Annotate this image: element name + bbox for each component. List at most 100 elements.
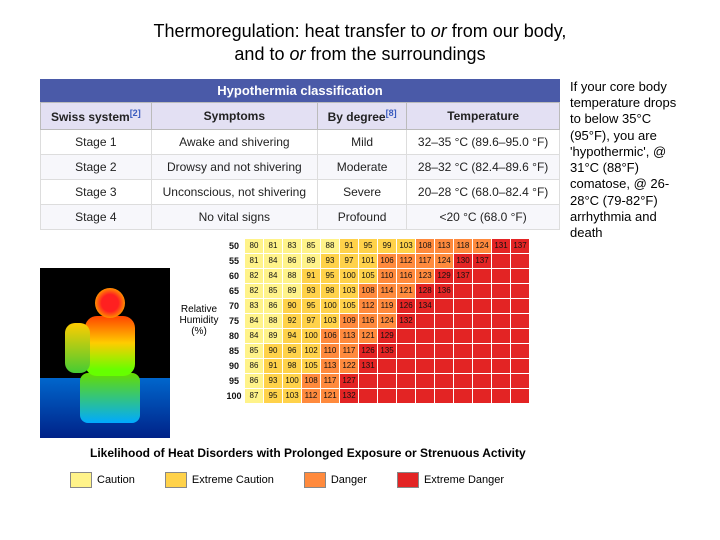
- title-em: or: [431, 21, 447, 41]
- heat-cell: [416, 343, 435, 358]
- table-cell: Profound: [318, 204, 407, 229]
- heat-cell: 137: [511, 238, 530, 253]
- heat-cell: 100: [302, 328, 321, 343]
- heat-cell: [511, 313, 530, 328]
- heat-cell: [473, 328, 492, 343]
- heat-cell: 116: [359, 313, 378, 328]
- heat-cell: 132: [340, 388, 359, 403]
- heat-cell: 113: [321, 358, 340, 373]
- heat-cell: 103: [397, 238, 416, 253]
- heat-cell: 86: [264, 298, 283, 313]
- heat-cell: [454, 283, 473, 298]
- heat-cell: 91: [340, 238, 359, 253]
- table-caption: Hypothermia classification: [40, 79, 560, 102]
- heat-cell: 84: [245, 328, 264, 343]
- legend-item: Extreme Danger: [397, 472, 504, 488]
- heat-cell: [492, 253, 511, 268]
- heat-cell: 91: [302, 268, 321, 283]
- heat-cell: [378, 358, 397, 373]
- heat-cell: [416, 358, 435, 373]
- heat-cell: 113: [340, 328, 359, 343]
- heat-cell: [492, 343, 511, 358]
- heat-cell: [511, 328, 530, 343]
- heat-cell: [435, 328, 454, 343]
- heat-cell: 112: [359, 298, 378, 313]
- heat-cell: 126: [397, 298, 416, 313]
- heat-cell: 97: [340, 253, 359, 268]
- heat-cell: [454, 313, 473, 328]
- heat-index-chart: Relative Humidity (%) 508081838588919599…: [178, 238, 560, 404]
- heat-cell: 124: [435, 253, 454, 268]
- heat-cell: [511, 373, 530, 388]
- heat-cell: 122: [340, 358, 359, 373]
- heat-cell: 93: [321, 253, 340, 268]
- table-row: Stage 2Drowsy and not shiveringModerate2…: [41, 154, 560, 179]
- heat-cell: [435, 373, 454, 388]
- heat-cell: 88: [283, 268, 302, 283]
- heat-cell: [416, 388, 435, 403]
- heat-cell: [511, 253, 530, 268]
- table-cell: Stage 2: [41, 154, 152, 179]
- rh-row-label: 95: [224, 373, 245, 388]
- heat-cell: [378, 388, 397, 403]
- heat-cell: [454, 328, 473, 343]
- heat-cell: 105: [302, 358, 321, 373]
- heat-cell: 116: [397, 268, 416, 283]
- heat-cell: 93: [302, 283, 321, 298]
- heat-cell: 112: [302, 388, 321, 403]
- heat-cell: [492, 283, 511, 298]
- table-cell: Moderate: [318, 154, 407, 179]
- heat-cell: 84: [264, 253, 283, 268]
- legend-item: Caution: [70, 472, 135, 488]
- heat-cell: [454, 358, 473, 373]
- heat-cell: [511, 343, 530, 358]
- table-cell: Drowsy and not shivering: [151, 154, 317, 179]
- heat-cell: [359, 388, 378, 403]
- heat-cell: 80: [245, 238, 264, 253]
- heat-cell: 100: [340, 268, 359, 283]
- heat-cell: [492, 313, 511, 328]
- rh-row-label: 50: [224, 238, 245, 253]
- table-cell: No vital signs: [151, 204, 317, 229]
- heat-cell: 103: [321, 313, 340, 328]
- heat-cell: 106: [378, 253, 397, 268]
- side-note: If your core body temperature drops to b…: [570, 79, 680, 242]
- heat-cell: 84: [245, 313, 264, 328]
- legend-item: Extreme Caution: [165, 472, 274, 488]
- heat-cell: 112: [397, 253, 416, 268]
- heat-cell: 81: [264, 238, 283, 253]
- heat-cell: [492, 298, 511, 313]
- heat-cell: 136: [435, 283, 454, 298]
- heat-cell: [454, 388, 473, 403]
- table-cell: Unconscious, not shivering: [151, 179, 317, 204]
- heat-cell: 100: [283, 373, 302, 388]
- heat-cell: [454, 298, 473, 313]
- heat-cell: 92: [283, 313, 302, 328]
- heat-cell: 81: [245, 253, 264, 268]
- heat-cell: [511, 388, 530, 403]
- table-cell: 20–28 °C (68.0–82.4 °F): [407, 179, 560, 204]
- heat-cell: 129: [435, 268, 454, 283]
- heat-cell: [511, 283, 530, 298]
- heat-cell: 83: [283, 238, 302, 253]
- heat-caption: Likelihood of Heat Disorders with Prolon…: [90, 446, 560, 460]
- table-row: Stage 3Unconscious, not shiveringSevere2…: [41, 179, 560, 204]
- title-text: Thermoregulation: heat transfer to: [154, 21, 431, 41]
- heat-cell: 113: [435, 238, 454, 253]
- table-row: Stage 1Awake and shiveringMild32–35 °C (…: [41, 129, 560, 154]
- table-header: Swiss system[2]: [41, 102, 152, 129]
- heat-cell: [511, 358, 530, 373]
- table-cell: <20 °C (68.0 °F): [407, 204, 560, 229]
- table-header: By degree[8]: [318, 102, 407, 129]
- heat-cell: 98: [283, 358, 302, 373]
- table-cell: Stage 1: [41, 129, 152, 154]
- table-header: Temperature: [407, 102, 560, 129]
- rh-row-label: 85: [224, 343, 245, 358]
- heat-cell: 130: [454, 253, 473, 268]
- heat-cell: 124: [473, 238, 492, 253]
- thermal-image: [40, 268, 170, 438]
- heat-cell: [511, 268, 530, 283]
- heat-cell: 91: [264, 358, 283, 373]
- table-cell: Stage 3: [41, 179, 152, 204]
- heat-cell: 127: [340, 373, 359, 388]
